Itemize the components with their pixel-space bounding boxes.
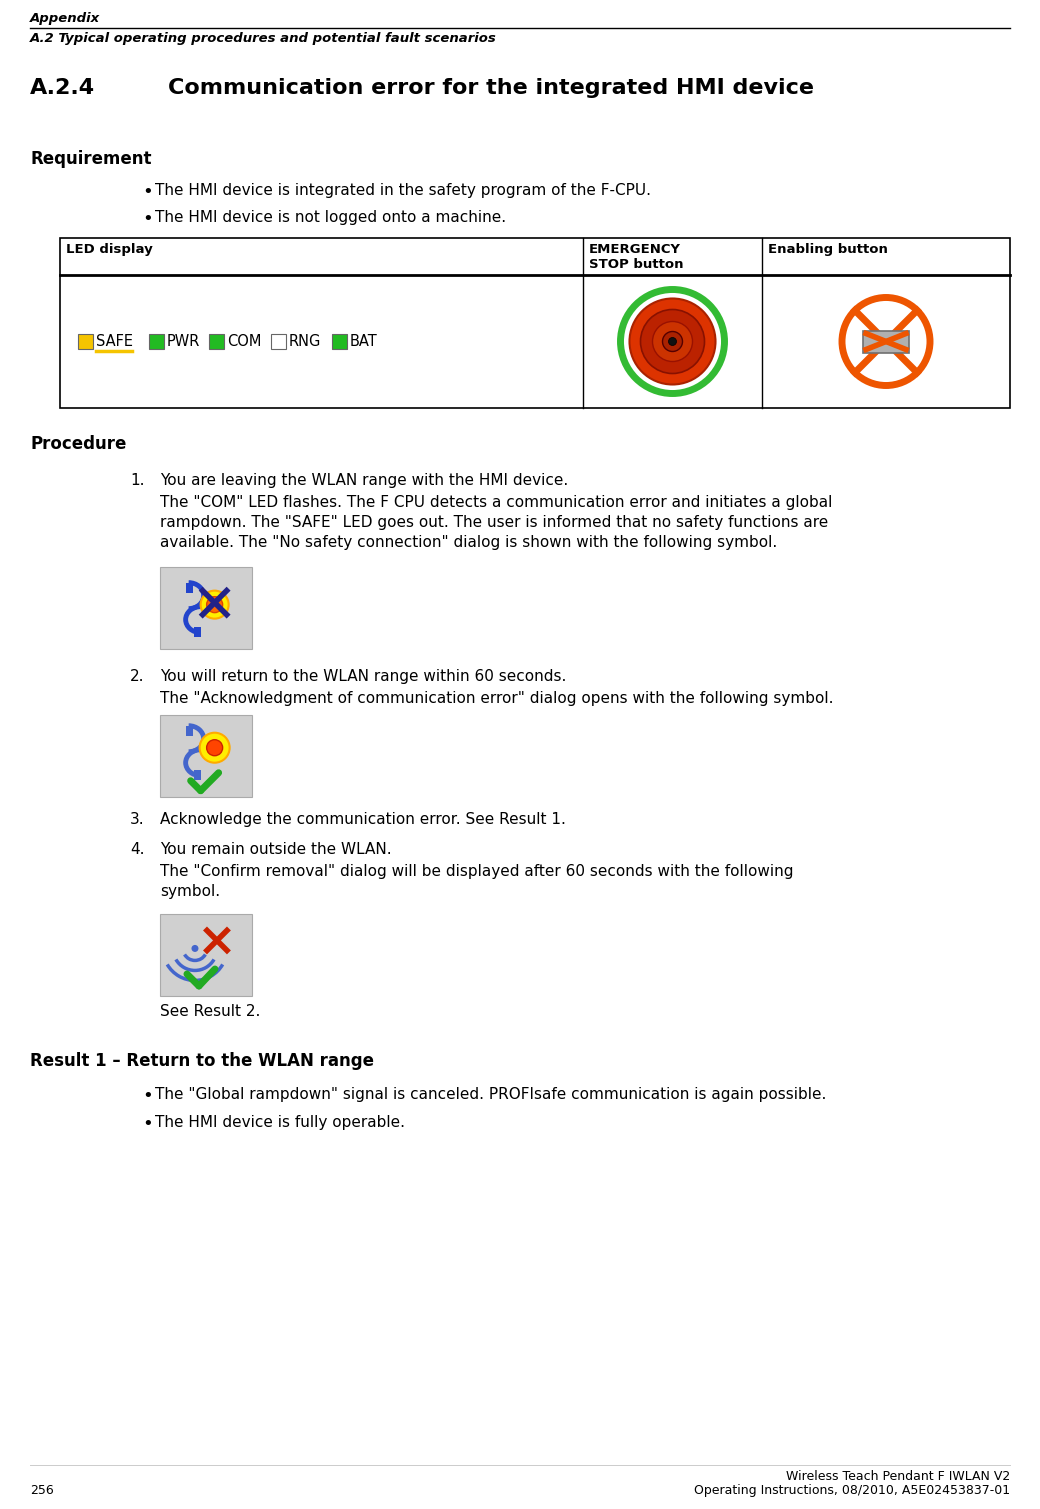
Text: The "Global rampdown" signal is canceled. PROFIsafe communication is again possi: The "Global rampdown" signal is canceled… — [155, 1086, 827, 1102]
Bar — [185, 726, 192, 736]
Bar — [332, 333, 347, 349]
Text: SAFE: SAFE — [96, 333, 133, 349]
Text: The HMI device is not logged onto a machine.: The HMI device is not logged onto a mach… — [155, 210, 506, 225]
Text: Appendix: Appendix — [30, 12, 100, 26]
Bar — [78, 333, 93, 349]
Circle shape — [641, 309, 704, 374]
Circle shape — [629, 299, 716, 385]
Text: BAT: BAT — [350, 333, 378, 349]
Text: You remain outside the WLAN.: You remain outside the WLAN. — [160, 842, 392, 857]
Text: A.2.4: A.2.4 — [30, 78, 95, 98]
Text: Communication error for the integrated HMI device: Communication error for the integrated H… — [168, 78, 814, 98]
Text: •: • — [142, 1086, 153, 1105]
Bar — [185, 582, 192, 593]
Text: RNG: RNG — [289, 333, 321, 349]
Bar — [160, 914, 252, 996]
Text: LED display: LED display — [66, 243, 153, 257]
Circle shape — [201, 590, 229, 619]
Circle shape — [200, 733, 230, 762]
Bar — [193, 770, 201, 780]
Text: •: • — [142, 210, 153, 228]
Text: A.2 Typical operating procedures and potential fault scenarios: A.2 Typical operating procedures and pot… — [30, 32, 497, 45]
Circle shape — [191, 945, 199, 952]
Text: 256: 256 — [30, 1483, 54, 1497]
Text: PWR: PWR — [167, 333, 201, 349]
Bar — [863, 330, 909, 353]
Circle shape — [207, 596, 223, 613]
Circle shape — [207, 739, 223, 756]
Circle shape — [662, 332, 682, 352]
Circle shape — [669, 338, 676, 346]
Bar — [193, 626, 201, 637]
Text: Enabling button: Enabling button — [768, 243, 888, 257]
Text: The HMI device is fully operable.: The HMI device is fully operable. — [155, 1115, 405, 1130]
Bar — [209, 333, 224, 349]
Text: 1.: 1. — [130, 472, 145, 487]
Text: The "Acknowledgment of communication error" dialog opens with the following symb: The "Acknowledgment of communication err… — [160, 691, 833, 706]
Text: •: • — [142, 183, 153, 201]
Text: Operating Instructions, 08/2010, A5E02453837-01: Operating Instructions, 08/2010, A5E0245… — [694, 1483, 1010, 1497]
Circle shape — [652, 321, 693, 362]
Text: Procedure: Procedure — [30, 435, 127, 453]
Text: The "COM" LED flashes. The F CPU detects a communication error and initiates a g: The "COM" LED flashes. The F CPU detects… — [160, 495, 832, 549]
Text: You will return to the WLAN range within 60 seconds.: You will return to the WLAN range within… — [160, 668, 567, 684]
Text: EMERGENCY
STOP button: EMERGENCY STOP button — [589, 243, 683, 272]
Text: Acknowledge the communication error. See Result 1.: Acknowledge the communication error. See… — [160, 812, 566, 827]
Bar — [60, 238, 1010, 407]
Bar — [160, 567, 252, 649]
Text: 3.: 3. — [130, 812, 145, 827]
Text: Result 1 – Return to the WLAN range: Result 1 – Return to the WLAN range — [30, 1052, 374, 1070]
Bar — [160, 715, 252, 797]
Text: •: • — [142, 1115, 153, 1133]
Bar — [149, 333, 164, 349]
Text: The "Confirm removal" dialog will be displayed after 60 seconds with the followi: The "Confirm removal" dialog will be dis… — [160, 865, 794, 899]
Bar — [271, 333, 286, 349]
Text: Requirement: Requirement — [30, 149, 152, 167]
Text: COM: COM — [227, 333, 261, 349]
Text: See Result 2.: See Result 2. — [160, 1003, 260, 1019]
Text: Wireless Teach Pendant F IWLAN V2: Wireless Teach Pendant F IWLAN V2 — [786, 1470, 1010, 1483]
Text: 2.: 2. — [130, 668, 145, 684]
Text: 4.: 4. — [130, 842, 145, 857]
Text: You are leaving the WLAN range with the HMI device.: You are leaving the WLAN range with the … — [160, 472, 568, 487]
Text: The HMI device is integrated in the safety program of the F-CPU.: The HMI device is integrated in the safe… — [155, 183, 651, 198]
